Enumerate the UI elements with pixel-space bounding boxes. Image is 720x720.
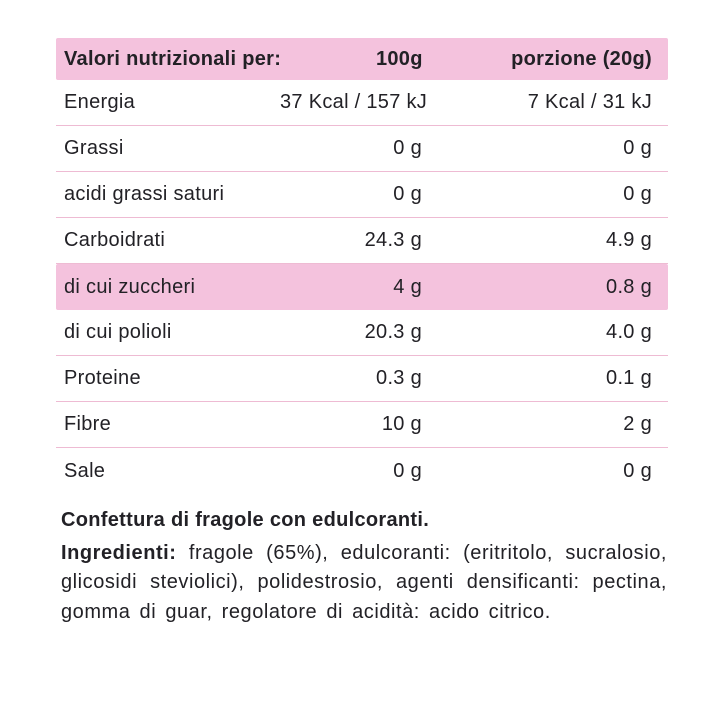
value-per-portion: 4.9 g <box>606 229 652 251</box>
table-row: Carboidrati 24.3 g 4.9 g <box>56 218 668 264</box>
table-row: di cui zuccheri 4 g 0.8 g <box>56 264 668 310</box>
nutrient-label: Proteine <box>64 367 141 389</box>
value-per-portion: 4.0 g <box>606 321 652 343</box>
value-per-100g: 4 g <box>393 275 422 298</box>
value-per-100g: 0 g <box>393 183 422 205</box>
product-description: Confettura di fragole con edulcoranti. I… <box>61 509 667 627</box>
product-name: Confettura di fragole con edulcoranti. <box>61 509 430 531</box>
ingredients-label: Ingredienti: <box>61 542 177 564</box>
nutrient-label: di cui zuccheri <box>64 275 196 298</box>
value-per-100g: 10 g <box>381 413 422 435</box>
value-per-100g: 37 Kcal / 157 kJ <box>280 91 428 113</box>
nutrient-label: Grassi <box>64 137 124 159</box>
table-row: Fibre 10 g 2 g <box>56 402 668 448</box>
nutrient-label: Carboidrati <box>64 229 166 251</box>
header-col-nutrient: Valori nutrizionali per: <box>64 47 282 70</box>
header-col-100g: 100g <box>375 47 423 70</box>
table-row: Proteine 0.3 g 0.1 g <box>56 356 668 402</box>
nutrition-rows: Energia 37 Kcal / 157 kJ 7 Kcal / 31 kJ … <box>56 80 668 494</box>
ingredients-text: fragole (65%), edulcoranti: (eritritolo,… <box>61 542 667 623</box>
nutrient-label: di cui polioli <box>64 321 172 343</box>
value-per-100g: 0.3 g <box>376 367 422 389</box>
nutrient-label: Sale <box>64 459 106 482</box>
ingredients-paragraph: Ingredienti: fragole (65%), edulcoranti:… <box>61 539 667 627</box>
value-per-portion: 0 g <box>623 137 652 159</box>
nutrient-label: Energia <box>64 91 136 113</box>
table-header-row: Valori nutrizionali per: 100g porzione (… <box>56 38 668 80</box>
value-per-portion: 0 g <box>623 183 652 205</box>
nutrient-label: acidi grassi saturi <box>64 183 225 205</box>
header-col-portion: porzione (20g) <box>511 47 652 70</box>
nutrient-label: Fibre <box>64 413 112 435</box>
table-row: di cui polioli 20.3 g 4.0 g <box>56 310 668 356</box>
nutrition-table: Valori nutrizionali per: 100g porzione (… <box>56 38 668 494</box>
table-row: Grassi 0 g 0 g <box>56 126 668 172</box>
value-per-portion: 0.1 g <box>606 367 652 389</box>
table-row: acidi grassi saturi 0 g 0 g <box>56 172 668 218</box>
value-per-100g: 20.3 g <box>364 321 422 343</box>
value-per-100g: 0 g <box>393 459 422 482</box>
value-per-100g: 24.3 g <box>364 229 422 251</box>
table-row: Energia 37 Kcal / 157 kJ 7 Kcal / 31 kJ <box>56 80 668 126</box>
value-per-100g: 0 g <box>393 137 422 159</box>
table-row: Sale 0 g 0 g <box>56 448 668 494</box>
value-per-portion: 2 g <box>623 413 652 435</box>
value-per-portion: 0 g <box>623 459 652 482</box>
value-per-portion: 7 Kcal / 31 kJ <box>527 91 652 113</box>
value-per-portion: 0.8 g <box>606 275 652 298</box>
